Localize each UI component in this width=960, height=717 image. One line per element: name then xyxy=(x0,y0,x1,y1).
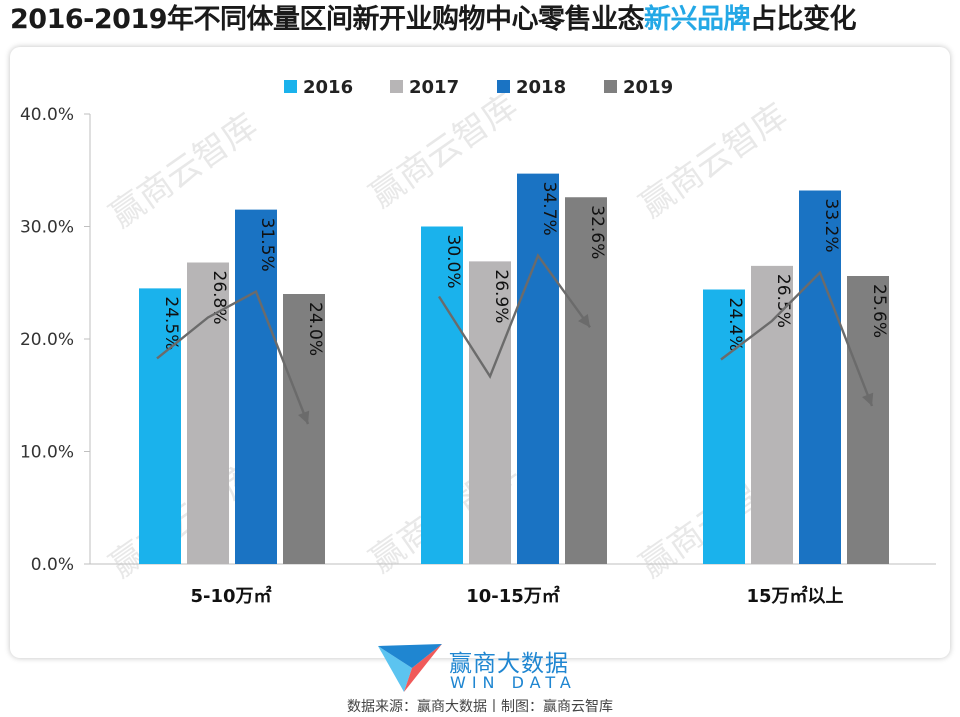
y-tick-label: 40.0% xyxy=(20,105,74,125)
logo-name: 赢商大数据 xyxy=(449,651,569,677)
legend-swatch xyxy=(284,80,297,93)
bar xyxy=(751,265,793,564)
legend-swatch xyxy=(390,80,403,93)
data-label: 24.4% xyxy=(725,298,745,352)
bar xyxy=(469,261,511,564)
bar xyxy=(517,173,559,564)
legend-swatch xyxy=(497,80,510,93)
bar xyxy=(283,294,325,564)
trend-arrowhead xyxy=(862,392,874,406)
data-label: 26.9% xyxy=(491,269,511,323)
data-label: 24.0% xyxy=(305,302,325,356)
trend-arrow-line xyxy=(437,253,591,380)
x-category-label: 10-15万㎡ xyxy=(466,585,560,607)
legend-label: 2019 xyxy=(623,77,673,98)
watermark-text: 赢商云智库 xyxy=(633,96,795,226)
y-tick-label: 10.0% xyxy=(20,443,74,463)
chart-title: 2016-2019年不同体量区间新开业购物中心零售业态新兴品牌占比变化 xyxy=(0,0,960,44)
trend-arrow-line xyxy=(720,270,874,407)
bar xyxy=(799,190,841,564)
legend-label: 2017 xyxy=(409,77,459,98)
trend-arrowhead xyxy=(578,314,590,328)
bar xyxy=(421,226,463,564)
data-label: 26.5% xyxy=(773,274,793,328)
data-label: 34.7% xyxy=(539,182,559,236)
data-label: 31.5% xyxy=(257,218,277,272)
bar xyxy=(187,262,229,564)
title-prefix: 2016-2019年不同体量区间新开业购物中心零售业态 xyxy=(10,4,645,35)
legend-label: 2018 xyxy=(516,77,566,98)
watermark-text: 赢商云智库 xyxy=(363,86,525,216)
legend-swatch xyxy=(604,80,617,93)
data-label: 32.6% xyxy=(587,205,607,259)
bar xyxy=(565,197,607,564)
title-highlight: 新兴品牌 xyxy=(644,4,751,35)
title-suffix: 占比变化 xyxy=(750,4,857,35)
y-tick-label: 30.0% xyxy=(20,218,74,238)
legend-label: 2016 xyxy=(303,77,353,98)
bar xyxy=(235,209,277,564)
bar xyxy=(139,288,181,564)
y-tick-label: 20.0% xyxy=(20,330,74,350)
trend-arrow-line xyxy=(156,289,310,425)
data-label: 33.2% xyxy=(821,199,841,253)
bar xyxy=(847,276,889,564)
source-note: 数据来源：赢商大数据丨制图：赢商云智库 xyxy=(347,699,613,715)
data-label: 24.5% xyxy=(161,296,181,350)
data-label: 30.0% xyxy=(443,235,463,289)
data-label: 25.6% xyxy=(869,284,889,338)
bar xyxy=(703,289,745,564)
x-category-label: 5-10万㎡ xyxy=(190,585,271,607)
data-label: 26.8% xyxy=(209,271,229,325)
x-category-label: 15万㎡以上 xyxy=(746,585,843,607)
trend-arrowhead xyxy=(298,410,310,424)
logo-subtitle: WIN DATA xyxy=(450,673,577,692)
y-tick-label: 0.0% xyxy=(31,555,74,575)
win-data-logo-icon xyxy=(378,644,442,692)
